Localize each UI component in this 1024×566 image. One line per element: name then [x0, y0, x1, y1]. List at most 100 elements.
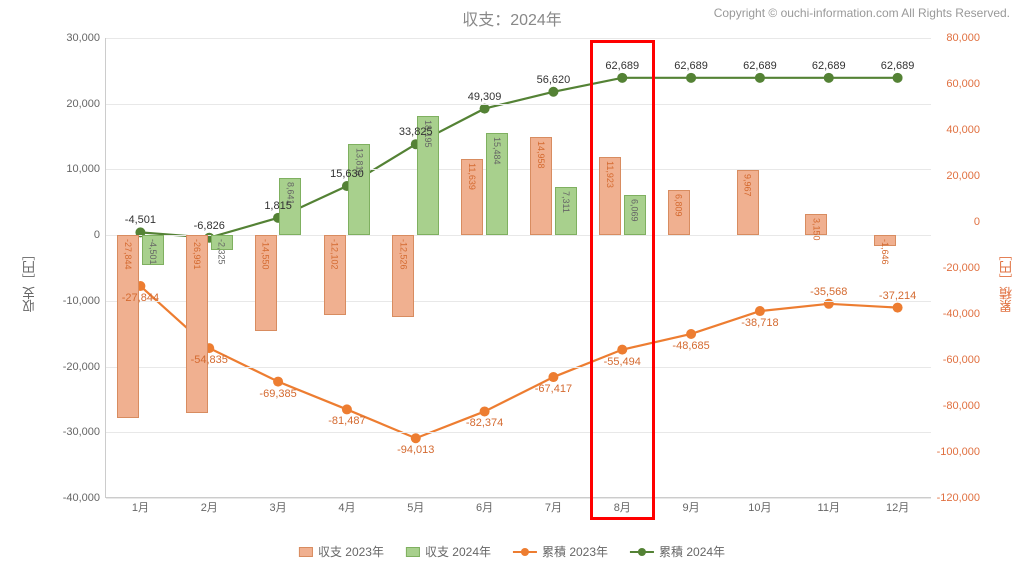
line-label: 56,620 — [537, 74, 571, 86]
x-tick: 10月 — [748, 499, 771, 515]
line-marker — [548, 87, 558, 97]
y-left-tick: -20,000 — [60, 361, 100, 373]
line-marker — [273, 377, 283, 387]
line-marker — [411, 433, 421, 443]
x-tick: 6月 — [476, 499, 493, 515]
bar-label: 6,809 — [674, 194, 684, 217]
y-right-tick: -120,000 — [936, 492, 980, 504]
bar-label: 11,639 — [467, 163, 477, 190]
line-marker — [617, 73, 627, 83]
legend-item: 累積 2023年 — [513, 543, 608, 560]
line-label: -67,417 — [535, 383, 572, 395]
gridline — [106, 104, 931, 105]
line-label: -35,568 — [810, 286, 847, 298]
x-tick: 8月 — [614, 499, 631, 515]
legend-label: 累積 2023年 — [542, 543, 608, 560]
gridline — [106, 38, 931, 39]
x-tick: 12月 — [886, 499, 909, 515]
gridline — [106, 432, 931, 433]
line-marker — [755, 73, 765, 83]
y-right-tick: 20,000 — [936, 170, 980, 182]
line-label: 62,689 — [881, 60, 915, 72]
line-label: -82,374 — [466, 417, 503, 429]
y-left-tick: 10,000 — [60, 163, 100, 175]
y-right-tick: -60,000 — [936, 354, 980, 366]
line-label: 62,689 — [743, 60, 777, 72]
bar-label: 14,958 — [536, 141, 546, 169]
bar-label: -12,102 — [330, 239, 340, 270]
bar-label: -27,844 — [123, 239, 133, 270]
line-layer — [106, 38, 931, 497]
legend-item: 累積 2024年 — [630, 543, 725, 560]
chart-title: 収支：2024年 — [462, 6, 562, 30]
y-left-tick: 30,000 — [60, 32, 100, 44]
line-marker — [893, 303, 903, 313]
line-label: 49,309 — [468, 91, 502, 103]
line-label: 62,689 — [605, 60, 639, 72]
bar-label: -26,991 — [192, 239, 202, 270]
legend-label: 収支 2023年 — [318, 543, 384, 560]
x-tick: 2月 — [201, 499, 218, 515]
y-right-tick: -40,000 — [936, 308, 980, 320]
line-label: -6,826 — [194, 220, 225, 232]
legend-label: 収支 2024年 — [425, 543, 491, 560]
line-marker — [686, 329, 696, 339]
line-marker — [893, 73, 903, 83]
bar-label: -14,550 — [261, 239, 271, 270]
line-label: -48,685 — [672, 340, 709, 352]
gridline — [106, 169, 931, 170]
line-label: 62,689 — [674, 60, 708, 72]
y-right-tick: 80,000 — [936, 32, 980, 44]
x-tick: 5月 — [407, 499, 424, 515]
legend: 収支 2023年 収支 2024年 累積 2023年 累積 2024年 — [299, 543, 725, 560]
y-right-tick: -100,000 — [936, 446, 980, 458]
gridline — [106, 301, 931, 302]
line-label: -54,835 — [191, 354, 228, 366]
y-left-axis-label: 収支［円］ — [20, 248, 39, 313]
bar-label: 15,484 — [492, 137, 502, 165]
line-marker — [617, 345, 627, 355]
legend-swatch — [406, 547, 420, 557]
y-right-tick: 40,000 — [936, 124, 980, 136]
legend-item: 収支 2024年 — [406, 543, 491, 560]
legend-line-icon — [630, 551, 654, 553]
line-label: -94,013 — [397, 444, 434, 456]
line-label: -55,494 — [604, 356, 641, 368]
line-label: 15,630 — [330, 168, 364, 180]
line-series — [140, 78, 897, 238]
bar-label: 11,923 — [605, 161, 615, 188]
line-label: -27,844 — [122, 292, 159, 304]
plot-area: 1月2月3月4月5月6月7月8月9月10月11月12月-27,844-26,99… — [105, 38, 931, 498]
y-left-tick: -10,000 — [60, 295, 100, 307]
y-left-tick: 0 — [60, 229, 100, 241]
copyright-text: Copyright © ouchi-information.com All Ri… — [714, 6, 1010, 20]
line-label: -38,718 — [741, 317, 778, 329]
bar-label: -12,526 — [398, 239, 408, 270]
x-tick: 3月 — [270, 499, 287, 515]
line-marker — [686, 73, 696, 83]
y-right-tick: 0 — [936, 216, 980, 228]
line-label: -37,214 — [879, 290, 916, 302]
line-label: -69,385 — [259, 388, 296, 400]
y-left-tick: -40,000 — [60, 492, 100, 504]
legend-line-icon — [513, 551, 537, 553]
bar-label: -4,501 — [148, 239, 158, 265]
bar-label: 3,150 — [811, 218, 821, 241]
gridline — [106, 367, 931, 368]
line-marker — [824, 73, 834, 83]
line-marker — [548, 372, 558, 382]
line-marker — [480, 104, 490, 114]
line-marker — [755, 306, 765, 316]
x-tick: 9月 — [683, 499, 700, 515]
bar-label: 6,069 — [630, 199, 640, 222]
bar-label: 7,311 — [561, 191, 571, 213]
x-tick: 11月 — [818, 499, 840, 515]
bar-label: 9,967 — [743, 174, 753, 197]
y-right-axis-label: 累積［円］ — [997, 248, 1016, 313]
y-right-tick: -20,000 — [936, 262, 980, 274]
line-marker — [480, 406, 490, 416]
y-left-tick: -30,000 — [60, 426, 100, 438]
x-tick: 1月 — [132, 499, 149, 515]
legend-item: 収支 2023年 — [299, 543, 384, 560]
y-right-tick: -80,000 — [936, 400, 980, 412]
